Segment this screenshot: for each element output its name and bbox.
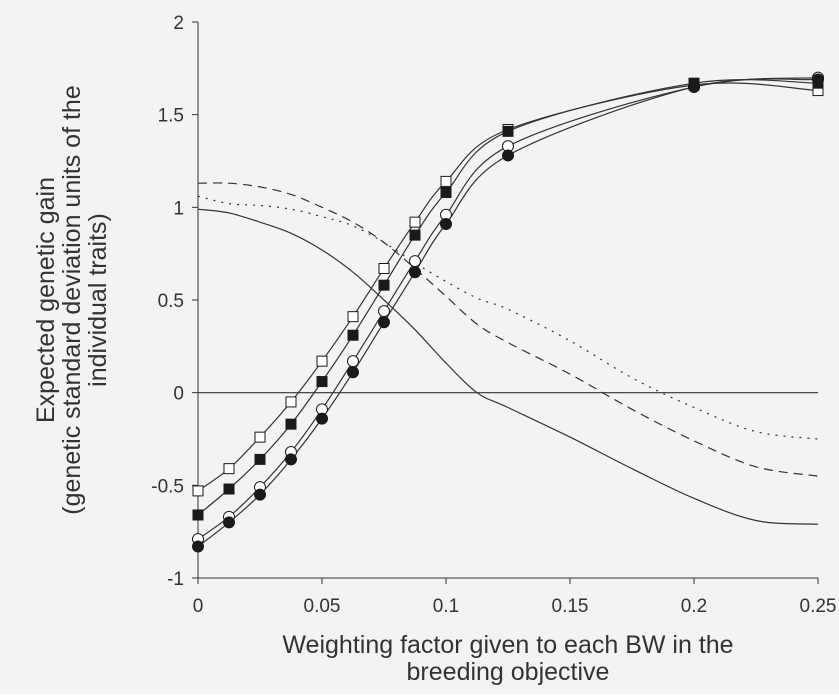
filled-square-marker [316, 376, 328, 388]
open-square-marker [316, 355, 328, 367]
x-tick-label: 0.2 [681, 596, 707, 617]
filled-circle-marker [440, 218, 452, 231]
filled-square-marker [409, 229, 421, 241]
filled-square-marker [254, 453, 266, 465]
x-tick-label: 0.1 [433, 596, 459, 617]
filled-circle-marker [223, 516, 235, 529]
y-tick-label: 1.5 [158, 106, 184, 127]
x-tick-label: 0.25 [800, 596, 837, 617]
x-tick-label: 0.15 [552, 596, 589, 617]
open-circle-marker [347, 355, 359, 368]
open-square-marker [347, 311, 359, 323]
open-square-marker [254, 431, 266, 443]
filled-circle-marker [502, 149, 514, 162]
x-axis-title: Weighting factor given to each BW in the… [282, 631, 733, 686]
x-axis-title-line: breeding objective [407, 658, 610, 686]
filled-square-marker [378, 279, 390, 291]
open-square-marker [409, 216, 421, 228]
axes-layer [192, 21, 819, 584]
open-square-marker [378, 262, 390, 274]
filled-circle-marker [688, 80, 700, 93]
y-axis-title: Expected genetic gain(genetic standard d… [32, 85, 112, 514]
filled-circle-marker [254, 488, 266, 501]
label-layer: -1 -0.5 0 0.5 1 1.5 2 0 0.05 0.1 0.15 0.2 0.25 Expect… [32, 13, 836, 686]
y-tick-label: 1 [173, 198, 184, 219]
open-circle-marker [378, 305, 390, 318]
series-line-none-dashed [197, 182, 819, 477]
series-line-none-solid [197, 208, 819, 525]
open-square-marker [440, 175, 452, 187]
open-square-marker [192, 485, 204, 497]
filled-circle-marker [812, 73, 824, 86]
filled-square-marker [502, 125, 514, 137]
filled-square-marker [223, 483, 235, 495]
filled-square-marker [347, 329, 359, 341]
filled-circle-marker [285, 453, 297, 466]
marker-layer [192, 71, 824, 553]
y-tick-label: 2 [173, 13, 184, 34]
filled-square-marker [285, 418, 297, 430]
y-axis-title-line: Expected genetic gain [32, 177, 60, 423]
filled-circle-marker [409, 266, 421, 279]
filled-circle-marker [347, 366, 359, 379]
open-circle-marker [409, 255, 421, 268]
filled-circle-marker [378, 316, 390, 329]
open-square-marker [223, 463, 235, 475]
y-tick-label: 0.5 [158, 291, 184, 312]
filled-circle-marker [192, 540, 204, 553]
y-axis-title-line: (genetic standard deviation units of the [58, 85, 86, 514]
y-tick-label: -1 [167, 569, 184, 590]
y-tick-label: 0 [173, 384, 184, 405]
filled-circle-marker [316, 412, 328, 425]
series-line-none-dotted [197, 195, 819, 440]
y-axis-title-line: individual traits) [84, 213, 112, 387]
open-square-marker [285, 396, 297, 408]
x-tick-label: 0.05 [304, 596, 341, 617]
filled-square-marker [192, 509, 204, 521]
y-tick-label: -0.5 [151, 476, 184, 497]
x-tick-label: 0 [193, 596, 204, 617]
filled-square-marker [440, 187, 452, 199]
x-axis-title-line: Weighting factor given to each BW in the [282, 631, 733, 659]
